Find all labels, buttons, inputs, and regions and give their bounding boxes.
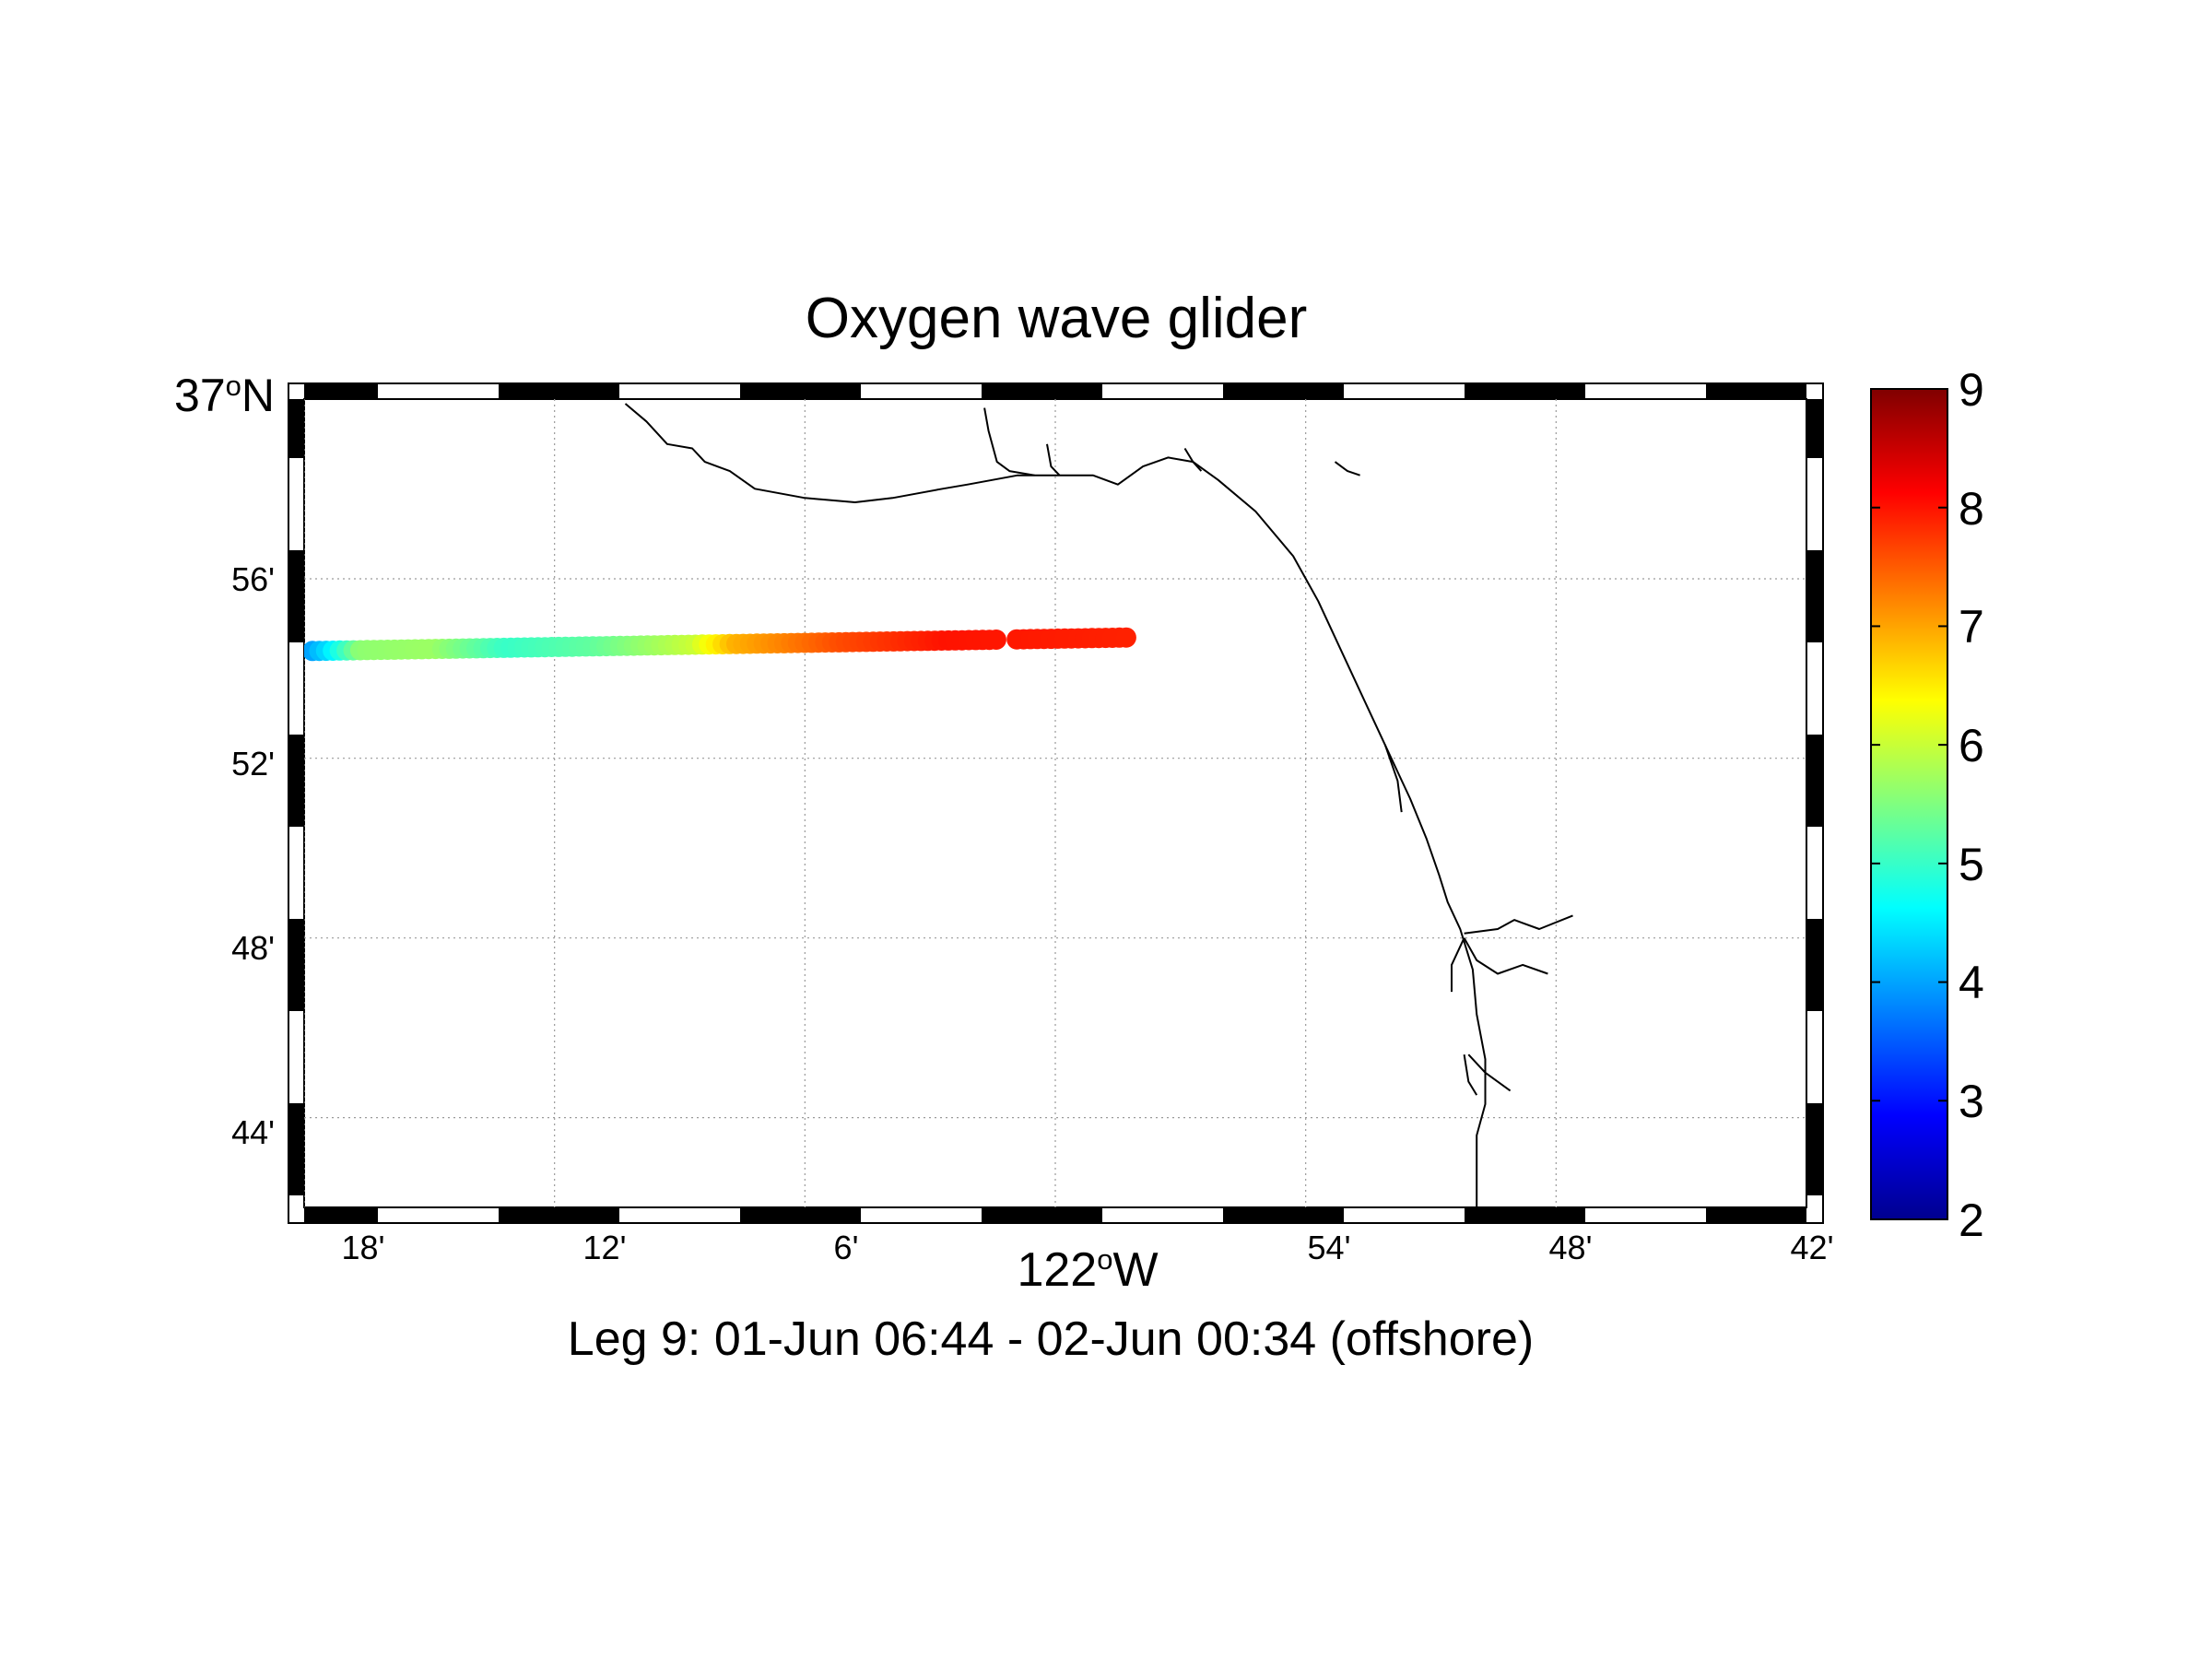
frame-segment [1465,383,1585,399]
frame-segment [288,399,304,458]
frame-segment [1806,399,1823,458]
lat-tick-48: 48' [231,929,275,967]
frame-segment [499,383,619,399]
coastline-segment [983,407,1035,477]
lon-tick-48: 48' [1549,1229,1593,1266]
colorbar-tick-2: 2 [1959,1194,1984,1246]
coastline-segment [1467,1053,1512,1092]
coastline-segment [624,403,1487,1207]
lon-label-degree-sign: o [1097,1243,1112,1276]
colorbar [1870,388,1948,1220]
colorbar-tick-9: 9 [1959,364,1984,416]
frame-segment [288,919,304,1011]
lon-label-degrees: 122 [1017,1243,1097,1297]
lon-tick-12: 12' [583,1229,627,1266]
colorbar-tick-8: 8 [1959,483,1984,535]
frame-segment [982,1207,1102,1223]
coastline-segment [1046,443,1061,477]
lat-tick-52: 52' [231,745,275,782]
frame-segment [1223,1207,1344,1223]
track-point [985,629,1006,650]
lat-label-degree-sign: o [226,370,241,402]
coastline-segment [1463,1054,1478,1096]
coastline-segment [1383,744,1403,813]
colorbar-tick-7: 7 [1959,601,1984,653]
frame-segment [288,550,304,642]
map-subtitle: Leg 9: 01-Jun 06:44 - 02-Jun 00:34 (offs… [568,1312,1534,1366]
frame-segment [499,1207,619,1223]
lat-label-hemisphere: N [241,370,275,421]
frame-segment [740,1207,861,1223]
lat-label-degrees: 37 [174,370,226,421]
lat-label: 37oN [174,370,275,421]
lon-tick-42: 42' [1791,1229,1834,1266]
colorbar-tick-4: 4 [1959,957,1984,1008]
lon-tick-54: 54' [1308,1229,1351,1266]
frame-segment [288,735,304,827]
frame-segment [1806,1103,1823,1195]
coastline-segment [1183,447,1203,472]
frame-segment [304,383,378,399]
frame-segment [1223,383,1344,399]
lon-tick-6: 6' [834,1229,859,1266]
glider-track [304,627,1136,662]
lon-tick-18: 18' [342,1229,385,1266]
map-graticule [304,399,1806,1207]
coastline-segment [1464,914,1573,935]
lat-tick-44: 44' [231,1113,275,1151]
frame-segment [304,1207,378,1223]
coastline-segment [1463,937,1548,975]
coastline-segment [1451,937,1465,993]
frame-segment [1706,383,1806,399]
colorbar-tick-marks [1871,388,1947,1220]
frame-segment [1806,550,1823,642]
frame-segment [740,383,861,399]
lon-label: 122oW [1017,1243,1158,1297]
colorbar-tick-5: 5 [1959,839,1984,890]
coastline-segment [1334,461,1360,477]
coastline [624,403,1573,1207]
frame-segment [982,383,1102,399]
frame-segment [1806,919,1823,1011]
frame-segment [1465,1207,1585,1223]
frame-segment [1806,735,1823,827]
colorbar-tick-6: 6 [1959,720,1984,771]
frame-segment [288,1103,304,1195]
map-title: Oxygen wave glider [806,287,1308,350]
frame-segment [1706,1207,1806,1223]
lon-label-hemisphere: W [1112,1243,1158,1297]
colorbar-tick-3: 3 [1959,1076,1984,1127]
track-point [1115,627,1136,648]
lat-tick-56: 56' [231,560,275,598]
